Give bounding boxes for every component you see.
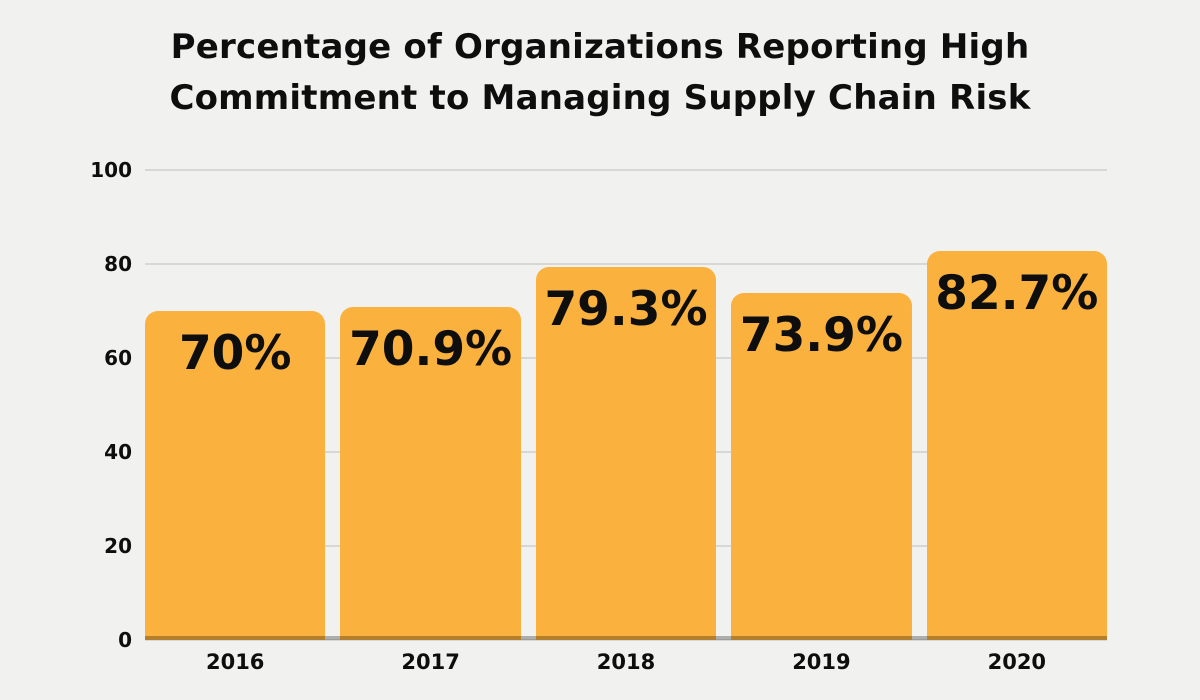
bars: 70% 70.9% 79.3% 73.9% 82.7% [145, 170, 1108, 640]
plot-area: 0 20 40 60 80 100 70% 70.9% 79.3% 73.9% 82.7% 201… [90, 158, 1108, 674]
bar-2017: 70.9% [340, 306, 521, 640]
x-tick-label: 2017 [401, 650, 460, 674]
bar-2020: 82.7% [926, 251, 1108, 640]
bar-value-label: 70% [178, 326, 292, 381]
x-tick-label: 2016 [205, 650, 265, 674]
bar-value-label: 79.3% [544, 282, 708, 338]
x-axis-line [145, 636, 1107, 640]
gridline [145, 263, 1107, 265]
y-tick-label: 0 [118, 628, 132, 652]
bar-value-label: 70.9% [349, 321, 513, 377]
y-tick-label: 80 [104, 252, 132, 276]
chart-title: Percentage of Organizations Reporting Hi… [0, 22, 1200, 124]
chart-title-line-1: Percentage of Organizations Reporting Hi… [170, 27, 1030, 67]
bar-value-label: 73.9% [739, 307, 903, 363]
x-tick-label: 2019 [792, 650, 851, 674]
bar-2016: 70% [145, 311, 326, 640]
bar-2019: 73.9% [731, 292, 912, 640]
gridline [145, 169, 1107, 171]
y-tick-label: 100 [90, 158, 132, 182]
bar-2018: 79.3% [535, 267, 717, 640]
chart-title-line-2: Commitment to Managing Supply Chain Risk [169, 78, 1031, 118]
x-tick-label: 2020 [987, 650, 1047, 674]
y-tick-label: 40 [104, 440, 132, 464]
bar-value-label: 82.7% [935, 266, 1099, 322]
x-axis-labels: 2016 2017 2018 2019 2020 [145, 650, 1107, 674]
x-tick-label: 2018 [596, 650, 656, 674]
gridline [145, 639, 1107, 641]
y-tick-label: 20 [104, 534, 132, 558]
y-tick-label: 60 [104, 346, 132, 370]
